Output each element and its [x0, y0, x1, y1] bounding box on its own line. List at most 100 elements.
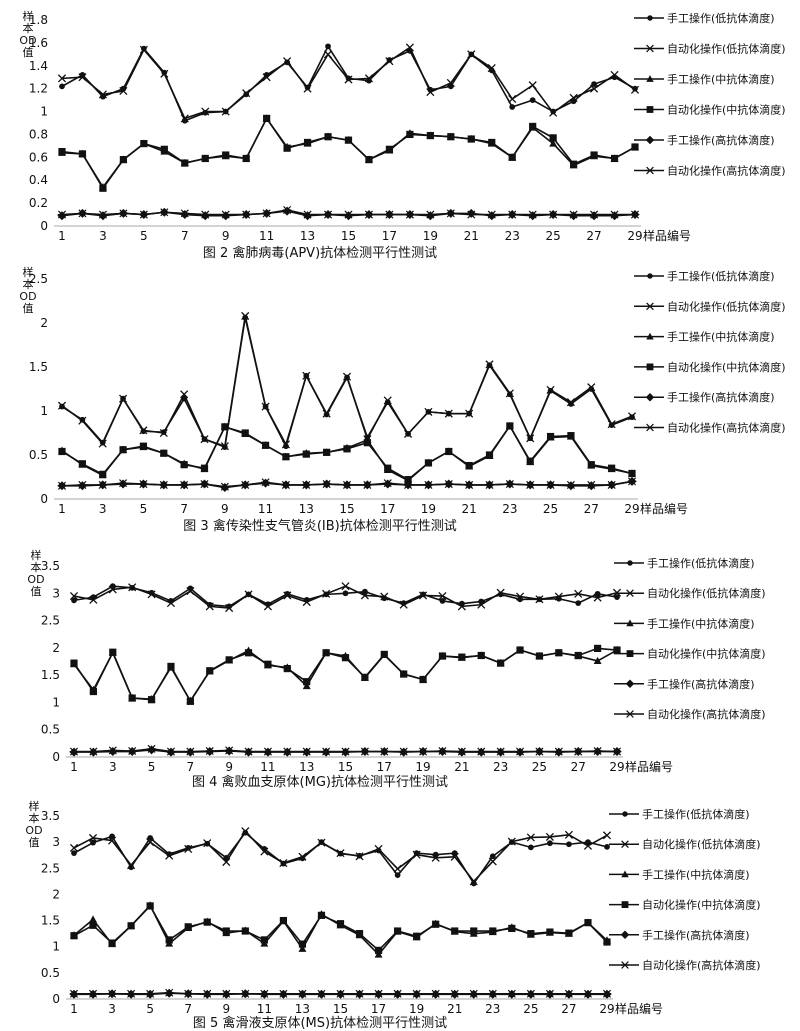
data-point	[526, 457, 534, 465]
data-point	[341, 654, 350, 662]
y-tick-label: 2.5	[29, 272, 48, 286]
x-tick-label: 21	[462, 502, 477, 516]
y-axis-label: 值	[31, 585, 42, 598]
data-point	[528, 210, 537, 219]
data-point	[283, 591, 292, 600]
data-point	[604, 843, 610, 850]
data-point	[119, 209, 128, 218]
legend-marker	[620, 930, 630, 940]
legend-marker	[622, 811, 628, 817]
data-point	[566, 481, 576, 491]
data-point	[221, 989, 231, 998]
data-point	[89, 747, 98, 756]
series-line	[61, 425, 633, 481]
x-tick-label: 29	[599, 1002, 614, 1016]
data-point	[632, 85, 638, 92]
y-tick-label: 3.5	[41, 809, 60, 823]
data-point	[355, 930, 364, 938]
legend-marker	[645, 135, 655, 145]
data-point	[451, 927, 459, 935]
x-tick-label: 9	[221, 502, 229, 516]
legend-marker	[646, 363, 654, 371]
data-point	[260, 936, 268, 944]
legend-label: 手工操作(低抗体滴度)	[667, 269, 775, 283]
data-point	[489, 927, 497, 935]
data-point	[78, 73, 87, 82]
legend-label: 手工操作(中抗体滴度)	[642, 867, 750, 881]
data-point	[263, 602, 272, 611]
data-point	[205, 602, 214, 611]
data-point	[159, 428, 168, 438]
data-point	[88, 833, 98, 843]
y-tick-label: 1	[40, 105, 48, 119]
data-point	[78, 209, 87, 218]
data-point	[108, 836, 117, 845]
y-tick-label: 1	[52, 940, 60, 954]
data-point	[424, 480, 433, 489]
data-point	[447, 133, 455, 141]
data-point	[393, 989, 402, 998]
data-point	[526, 434, 535, 443]
x-tick-label: 23	[493, 760, 508, 774]
y-tick-label: 0.5	[41, 723, 60, 737]
series-star	[69, 988, 612, 998]
y-axis-label: 样	[23, 265, 34, 279]
data-point	[58, 447, 66, 456]
data-point	[535, 652, 544, 660]
data-point	[399, 747, 408, 756]
x-tick-label: 3	[109, 760, 117, 774]
data-point	[206, 667, 214, 675]
data-point	[593, 746, 602, 756]
data-point	[279, 858, 288, 868]
chart-title: 图 5 禽滑液支原体(MS)抗体检测平行性测试	[192, 1016, 448, 1031]
legend-marker	[647, 15, 653, 21]
data-point	[220, 442, 229, 451]
data-point	[431, 853, 440, 862]
data-point	[505, 480, 515, 489]
data-point	[467, 135, 475, 143]
y-tick-label: 0	[40, 219, 48, 233]
data-point	[497, 659, 505, 667]
series-line	[61, 45, 636, 122]
data-point	[565, 929, 573, 937]
data-point	[59, 83, 65, 90]
data-point	[302, 681, 311, 690]
data-point	[344, 210, 353, 219]
x-tick-label: 5	[146, 1002, 154, 1016]
x-tick-label: 7	[184, 1002, 192, 1016]
x-tick-label: 21	[454, 760, 469, 774]
x-tick-label: 25	[546, 229, 561, 243]
legend-label: 手工操作(高抗体滴度)	[667, 390, 775, 404]
data-point	[393, 864, 402, 873]
x-tick-label: 11	[259, 229, 274, 243]
data-point	[200, 464, 209, 472]
data-point	[57, 210, 67, 219]
data-point	[78, 460, 86, 468]
data-point	[186, 697, 194, 705]
data-point	[242, 89, 251, 98]
data-point	[344, 75, 353, 84]
legend-marker	[625, 679, 635, 689]
data-point	[602, 989, 612, 998]
y-axis-label: OD	[25, 824, 42, 837]
y-axis-label: 样	[31, 548, 42, 562]
legend-label: 自动化操作(高抗体滴度)	[667, 421, 786, 435]
legend-label: 自动化操作(中抗体滴度)	[667, 103, 786, 117]
series-square	[70, 644, 621, 705]
data-point	[457, 602, 466, 611]
data-point	[336, 989, 345, 998]
data-point	[69, 591, 79, 601]
data-point	[341, 747, 350, 756]
data-point	[225, 656, 233, 664]
x-tick-label: 19	[409, 1002, 424, 1016]
series-triangle	[58, 114, 639, 191]
data-point	[241, 927, 249, 935]
data-point	[323, 210, 333, 219]
data-point	[515, 592, 525, 601]
data-point	[127, 861, 136, 870]
y-tick-label: 2	[52, 641, 60, 655]
data-point	[610, 154, 619, 163]
series-x	[57, 311, 637, 451]
data-point	[186, 747, 195, 756]
data-point	[262, 73, 271, 82]
